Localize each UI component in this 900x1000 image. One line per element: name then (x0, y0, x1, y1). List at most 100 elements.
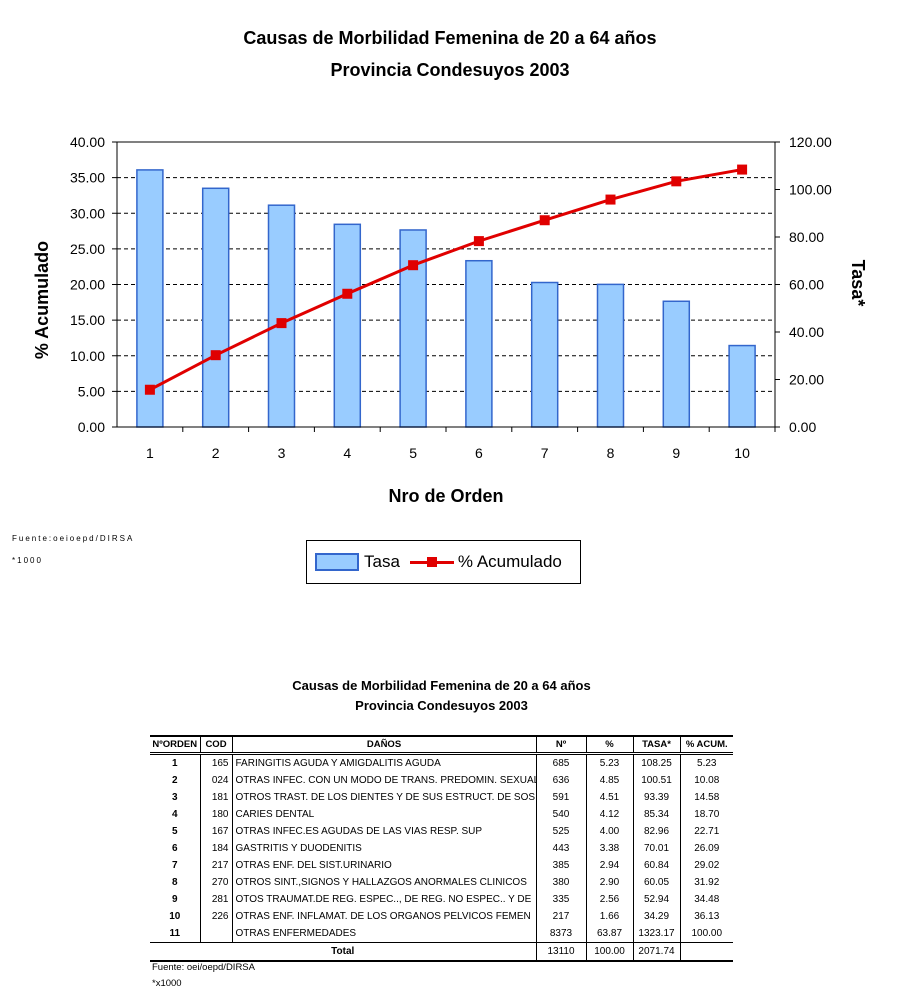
table-cell: OTRAS INFEC.ES AGUDAS DE LAS VIAS RESP. … (231, 823, 536, 840)
x-tick-label: 8 (607, 445, 615, 461)
table-cell: 217 (199, 857, 232, 874)
table-cell: GASTRITIS Y DUODENITIS (231, 840, 536, 857)
point-acumulado (539, 215, 550, 226)
total-empty (679, 942, 733, 962)
column-header: TASA* (632, 735, 680, 755)
table-row: 3 181 OTROS TRAST. DE LOS DIENTES Y DE SUS… (150, 789, 733, 806)
y-left-tick-label: 30.00 (70, 205, 105, 221)
table-cell: 36.13 (679, 908, 733, 925)
table-row: 1 165 FARINGITIS AGUDA Y AMIGDALITIS AGUDA… (150, 753, 733, 772)
table-cell: 4 (171, 809, 178, 820)
bar-tasa (267, 204, 296, 428)
x-tick-label: 4 (343, 445, 351, 461)
table-cell: 591 (535, 789, 586, 806)
table-cell: 217 (535, 908, 586, 925)
table-row: 7 217 OTRAS ENF. DEL SIST.URINARIO 385 2.94 6… (150, 857, 733, 874)
table-row: 6 184 GASTRITIS Y DUODENITIS 443 3.38 70.01 26… (150, 840, 733, 857)
total-label: Total (150, 942, 536, 962)
table-cell: 3.38 (585, 840, 633, 857)
table-cell: 14.58 (679, 789, 733, 806)
table-row: 9 281 OTOS TRAUMAT.DE REG. ESPEC.., DE REG… (150, 891, 733, 908)
bar-tasa (465, 259, 493, 428)
table-cell: 52.94 (632, 891, 680, 908)
y-left-axis-title: % Acumulado (32, 241, 52, 359)
table-cell: 4.00 (585, 823, 633, 840)
table-cell: 2.94 (585, 857, 633, 874)
table-cell: 1.66 (585, 908, 633, 925)
table-cell: 2.90 (585, 874, 633, 891)
table-row: 5 167 OTRAS INFEC.ES AGUDAS DE LAS VIAS RE… (150, 823, 733, 840)
point-acumulado (671, 176, 682, 187)
y-left-tick-label: 0.00 (78, 419, 105, 435)
y-right-axis-title: Tasa* (848, 260, 868, 307)
column-header: % (585, 735, 633, 755)
table-cell: 10 (169, 911, 181, 922)
table-cell: 281 (199, 891, 232, 908)
y-right-tick-label: 20.00 (789, 372, 824, 388)
table-cell: 10.08 (679, 772, 733, 789)
morbidity-table: NºORDEN COD DAÑOS Nº% TASA*% ACUM. 1 165 FARIN… (150, 735, 733, 962)
table-cell: 4.12 (585, 806, 633, 823)
table-cell: OTRAS INFEC. CON UN MODO DE TRANS. PREDO… (231, 772, 536, 789)
x-tick-label: 3 (278, 445, 286, 461)
table-cell: 1 (171, 758, 178, 769)
y-right-tick-label: 60.00 (789, 277, 824, 293)
column-header: % ACUM. (679, 735, 733, 755)
y-right-tick-label: 100.00 (789, 182, 832, 198)
chart-note: *1000 (12, 556, 43, 565)
table-cell: 4.51 (585, 789, 633, 806)
y-left-tick-label: 25.00 (70, 241, 105, 257)
x-tick-label: 9 (672, 445, 680, 461)
table-cell: 380 (535, 874, 586, 891)
table-cell: 29.02 (679, 857, 733, 874)
table-cell: 385 (535, 857, 586, 874)
table-cell: OTRAS ENFERMEDADES (231, 925, 536, 943)
y-left-tick-label: 20.00 (70, 277, 105, 293)
bar-tasa (333, 223, 362, 428)
y-right-tick-label: 0.00 (789, 419, 816, 435)
table-cell: 18.70 (679, 806, 733, 823)
column-header: COD (199, 735, 232, 755)
table-cell: 31.92 (679, 874, 733, 891)
x-axis-title: Nro de Orden (388, 486, 503, 506)
table-cell: 63.87 (585, 925, 633, 943)
y-left-tick-label: 35.00 (70, 170, 105, 186)
table-cell: CARIES DENTAL (231, 806, 536, 823)
table-row: 2 024 OTRAS INFEC. CON UN MODO DE TRANS. P… (150, 772, 733, 789)
combo-chart: 0.005.0010.0015.0020.0025.0030.0035.0040… (32, 134, 868, 506)
point-acumulado (473, 236, 484, 247)
bar-tasa (530, 281, 559, 428)
x-tick-label: 1 (146, 445, 154, 461)
point-acumulado (276, 318, 287, 329)
legend-bar-swatch (315, 553, 359, 571)
table-note: *x1000 (152, 978, 182, 989)
column-header: DAÑOS (231, 735, 536, 755)
table-cell: FARINGITIS AGUDA Y AMIGDALITIS AGUDA (231, 753, 536, 772)
table-cell: OTROS SINT.,SIGNOS Y HALLAZGOS ANORMALES… (231, 874, 536, 891)
table-cell: 525 (535, 823, 586, 840)
table-cell: 3 (171, 792, 178, 803)
table-cell: 5 (171, 826, 178, 837)
point-acumulado (342, 288, 353, 299)
table-cell: 4.85 (585, 772, 633, 789)
table-cell: OTRAS ENF. INFLAMAT. DE LOS ORGANOS PELV… (231, 908, 536, 925)
table-cell: 443 (535, 840, 586, 857)
table-cell: 100.00 (679, 925, 733, 943)
table-subtitle: Provincia Condesuyos 2003 (355, 698, 528, 713)
table-cell: 180 (199, 806, 232, 823)
table-cell: 184 (199, 840, 232, 857)
table-row: 8 270 OTROS SINT.,SIGNOS Y HALLAZGOS ANORM… (150, 874, 733, 891)
column-header: NºORDEN (150, 735, 200, 755)
table-cell: 1323.17 (632, 925, 680, 943)
table-cell: 6 (171, 843, 178, 854)
bar-tasa (399, 229, 427, 428)
total-tasa: 2071.74 (632, 942, 680, 962)
table-row: 10 226 OTRAS ENF. INFLAMAT. DE LOS ORGANOS… (150, 908, 733, 925)
table-cell: 82.96 (632, 823, 680, 840)
table-cell: 93.39 (632, 789, 680, 806)
table-cell: 100.51 (632, 772, 680, 789)
total-pct: 100.00 (585, 942, 633, 962)
table-cell: 34.29 (632, 908, 680, 925)
y-left-tick-label: 15.00 (70, 312, 105, 328)
